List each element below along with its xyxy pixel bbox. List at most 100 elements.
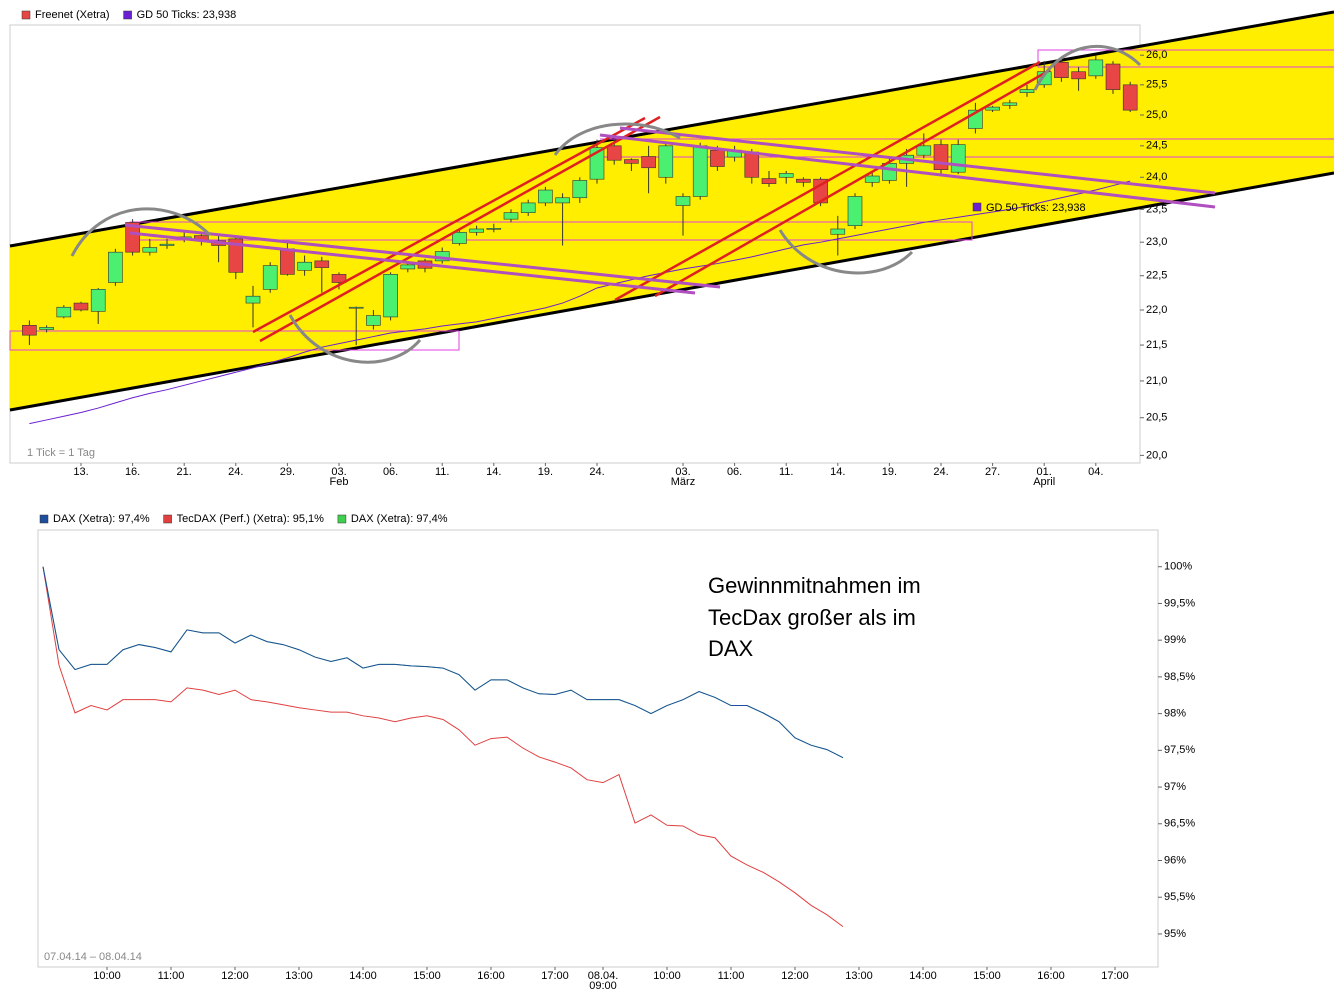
y-tick-label: 22,5 (1146, 270, 1167, 282)
x-tick-label: 15:00 (973, 970, 1001, 982)
x-tick-sublabel: April (1033, 476, 1055, 488)
candle-body (606, 145, 622, 161)
y-tick-label: 22,0 (1146, 304, 1167, 316)
purple-line (129, 231, 696, 295)
purple-line (124, 223, 721, 289)
candle-body (796, 178, 811, 183)
candle-body (331, 274, 347, 283)
candle-body (142, 247, 158, 253)
x-tick-label: 11:00 (718, 970, 745, 982)
x-tick-label: 12:00 (781, 970, 809, 982)
x-tick-label: 06. (383, 466, 398, 478)
x-tick-label: 17:00 (1101, 970, 1129, 982)
y-tick-label: 99,5% (1164, 597, 1195, 609)
y-tick-label: 96,5% (1164, 818, 1195, 830)
candle-body (813, 178, 828, 204)
x-tick-label: 01. (1037, 466, 1052, 478)
y-tick-label: 99% (1164, 634, 1186, 646)
cycle-arc (70, 207, 212, 257)
candle-body (452, 231, 467, 244)
candle-body (710, 149, 725, 167)
candle-body (125, 222, 140, 253)
y-tick-label: 98,5% (1164, 671, 1195, 683)
candle-body (658, 145, 674, 178)
series-line (42, 566, 844, 928)
x-tick-label: 29. (280, 466, 295, 478)
candle-body (847, 196, 863, 227)
y-tick-label: 21,5 (1146, 339, 1167, 351)
candle-body (469, 228, 484, 233)
candle-body (503, 212, 519, 220)
x-tick-label: 08.04. (588, 970, 619, 982)
cycle-arc (288, 314, 422, 364)
candle-body (73, 302, 89, 311)
x-tick-label: 14:00 (909, 970, 937, 982)
candle-body (39, 327, 54, 330)
y-tick-label: 96% (1164, 854, 1186, 866)
background-layer (9, 10, 1334, 968)
candle-body (108, 251, 123, 283)
candle-body (1105, 63, 1121, 90)
annotation: Gewinnmitnahmen im (708, 573, 921, 598)
x-tick-label: 10:00 (93, 970, 121, 982)
y-tick-label: 97,5% (1164, 744, 1195, 756)
candle-body (675, 196, 691, 206)
cycle-arc (1033, 44, 1142, 91)
legend-swatch (163, 514, 172, 524)
x-tick-label: 17:00 (541, 970, 569, 982)
x-tick-label: 24. (228, 466, 243, 478)
annotation: DAX (708, 636, 754, 661)
candle-body (228, 238, 244, 273)
candle-body (314, 260, 330, 268)
candle-body (383, 274, 398, 318)
candle-body (1122, 84, 1138, 111)
marks-layer (22, 55, 1138, 928)
trend-line (9, 10, 1334, 248)
x-tick-sublabel: 09:00 (589, 980, 617, 992)
candle-body (641, 156, 656, 169)
x-tick-label: 24. (589, 466, 604, 478)
y-tick-label: 25,5 (1146, 79, 1167, 91)
legend-swatch (21, 10, 31, 20)
x-tick-label: 24. (933, 466, 948, 478)
candle-body (22, 325, 37, 336)
candle-body (778, 173, 794, 178)
candle-body (555, 197, 570, 204)
x-tick-label: 13:00 (285, 970, 313, 982)
legend-label: GD 50 Ticks: 23,938 (137, 9, 237, 21)
legend-label: TecDAX (Perf.) (Xetra): 95,1% (177, 513, 325, 525)
cycle-arc (553, 122, 681, 156)
x-tick-label: 14. (486, 466, 501, 478)
label-swatch (972, 202, 982, 212)
x-tick-label: 06. (727, 466, 742, 478)
candle-body (348, 306, 364, 309)
candle-body (1002, 102, 1018, 106)
y-tick-label: 26,0 (1146, 49, 1167, 61)
y-tick-label: 98% (1164, 708, 1186, 720)
x-tick-label: 11. (779, 466, 793, 478)
y-tick-label: 23,5 (1146, 203, 1167, 215)
candle-body (1054, 61, 1069, 78)
x-tick-label: 15:00 (413, 970, 441, 982)
legend-swatch (337, 514, 347, 524)
x-tick-label: 03. (675, 466, 690, 478)
x-tick-label: 13. (73, 466, 88, 478)
x-tick-label: 10:00 (653, 970, 681, 982)
x-tick-label: 03. (331, 466, 346, 478)
red-line (259, 115, 661, 343)
y-tick-label: 24,5 (1146, 140, 1167, 152)
candle-body (245, 295, 261, 304)
legend-label: DAX (Xetra): 97,4% (53, 513, 150, 525)
x-tick-label: 04. (1088, 466, 1103, 478)
candle-body (933, 144, 949, 170)
cycle-arc (778, 229, 914, 275)
note: 1 Tick = 1 Tag (27, 447, 95, 459)
y-tick-label: 95,5% (1164, 891, 1195, 903)
candle-body (262, 265, 278, 290)
y-tick-label: 95% (1164, 928, 1186, 940)
y-tick-label: 23,0 (1146, 236, 1167, 248)
candle-body (985, 106, 1000, 111)
candle-body (1071, 71, 1086, 80)
x-tick-label: 16. (125, 466, 140, 478)
